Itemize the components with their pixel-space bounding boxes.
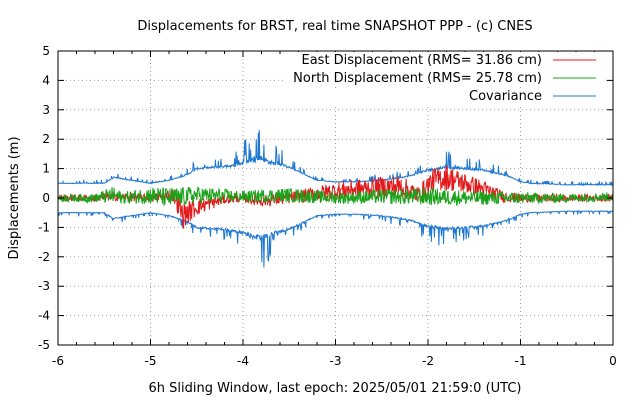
north-displacement-line <box>57 186 614 206</box>
legend-entry-covariance: Covariance <box>469 89 542 104</box>
x-tick-label: -1 <box>515 354 527 368</box>
plot-area <box>57 129 614 268</box>
chart-title: Displacements for BRST, real time SNAPSH… <box>137 19 532 34</box>
y-tick-label: -2 <box>38 250 50 264</box>
covariance-lower-line <box>57 209 614 268</box>
legend-entry-north: North Displacement (RMS= 25.78 cm) <box>293 71 542 86</box>
x-axis-label: 6h Sliding Window, last epoch: 2025/05/0… <box>148 381 521 396</box>
legend-entry-background <box>285 70 605 86</box>
y-tick-label: -4 <box>38 309 50 323</box>
y-tick-label: 5 <box>42 44 50 58</box>
x-tick-label: -3 <box>330 354 342 368</box>
x-tick-label: 0 <box>609 354 617 368</box>
y-tick-label: 3 <box>42 103 50 117</box>
y-tick-label: 0 <box>42 191 50 205</box>
x-tick-label: -4 <box>237 354 249 368</box>
y-tick-label: -5 <box>38 338 50 352</box>
y-axis-label: Displacements (m) <box>7 136 22 259</box>
legend: East Displacement (RMS= 31.86 cm) North D… <box>285 52 605 104</box>
y-tick-label: 1 <box>42 162 50 176</box>
covariance-upper-line <box>57 129 614 187</box>
x-tick-label: -5 <box>145 354 157 368</box>
legend-entry-background <box>285 52 605 68</box>
y-tick-label: -1 <box>38 220 50 234</box>
y-tick-label: 4 <box>42 73 50 87</box>
y-tick-label: -3 <box>38 279 50 293</box>
legend-entry-background <box>285 88 605 104</box>
legend-entry-east: East Displacement (RMS= 31.86 cm) <box>301 53 542 68</box>
x-tick-label: -6 <box>52 354 64 368</box>
y-tick-label: 2 <box>42 132 50 146</box>
x-tick-label: -2 <box>422 354 434 368</box>
